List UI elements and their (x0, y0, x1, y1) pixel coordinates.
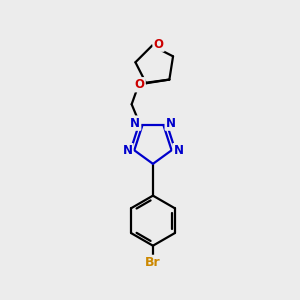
Text: N: N (122, 144, 133, 157)
Text: O: O (154, 38, 164, 51)
Text: N: N (130, 117, 140, 130)
Text: O: O (135, 78, 145, 91)
Text: Br: Br (145, 256, 161, 269)
Text: N: N (166, 117, 176, 130)
Text: N: N (173, 144, 183, 157)
